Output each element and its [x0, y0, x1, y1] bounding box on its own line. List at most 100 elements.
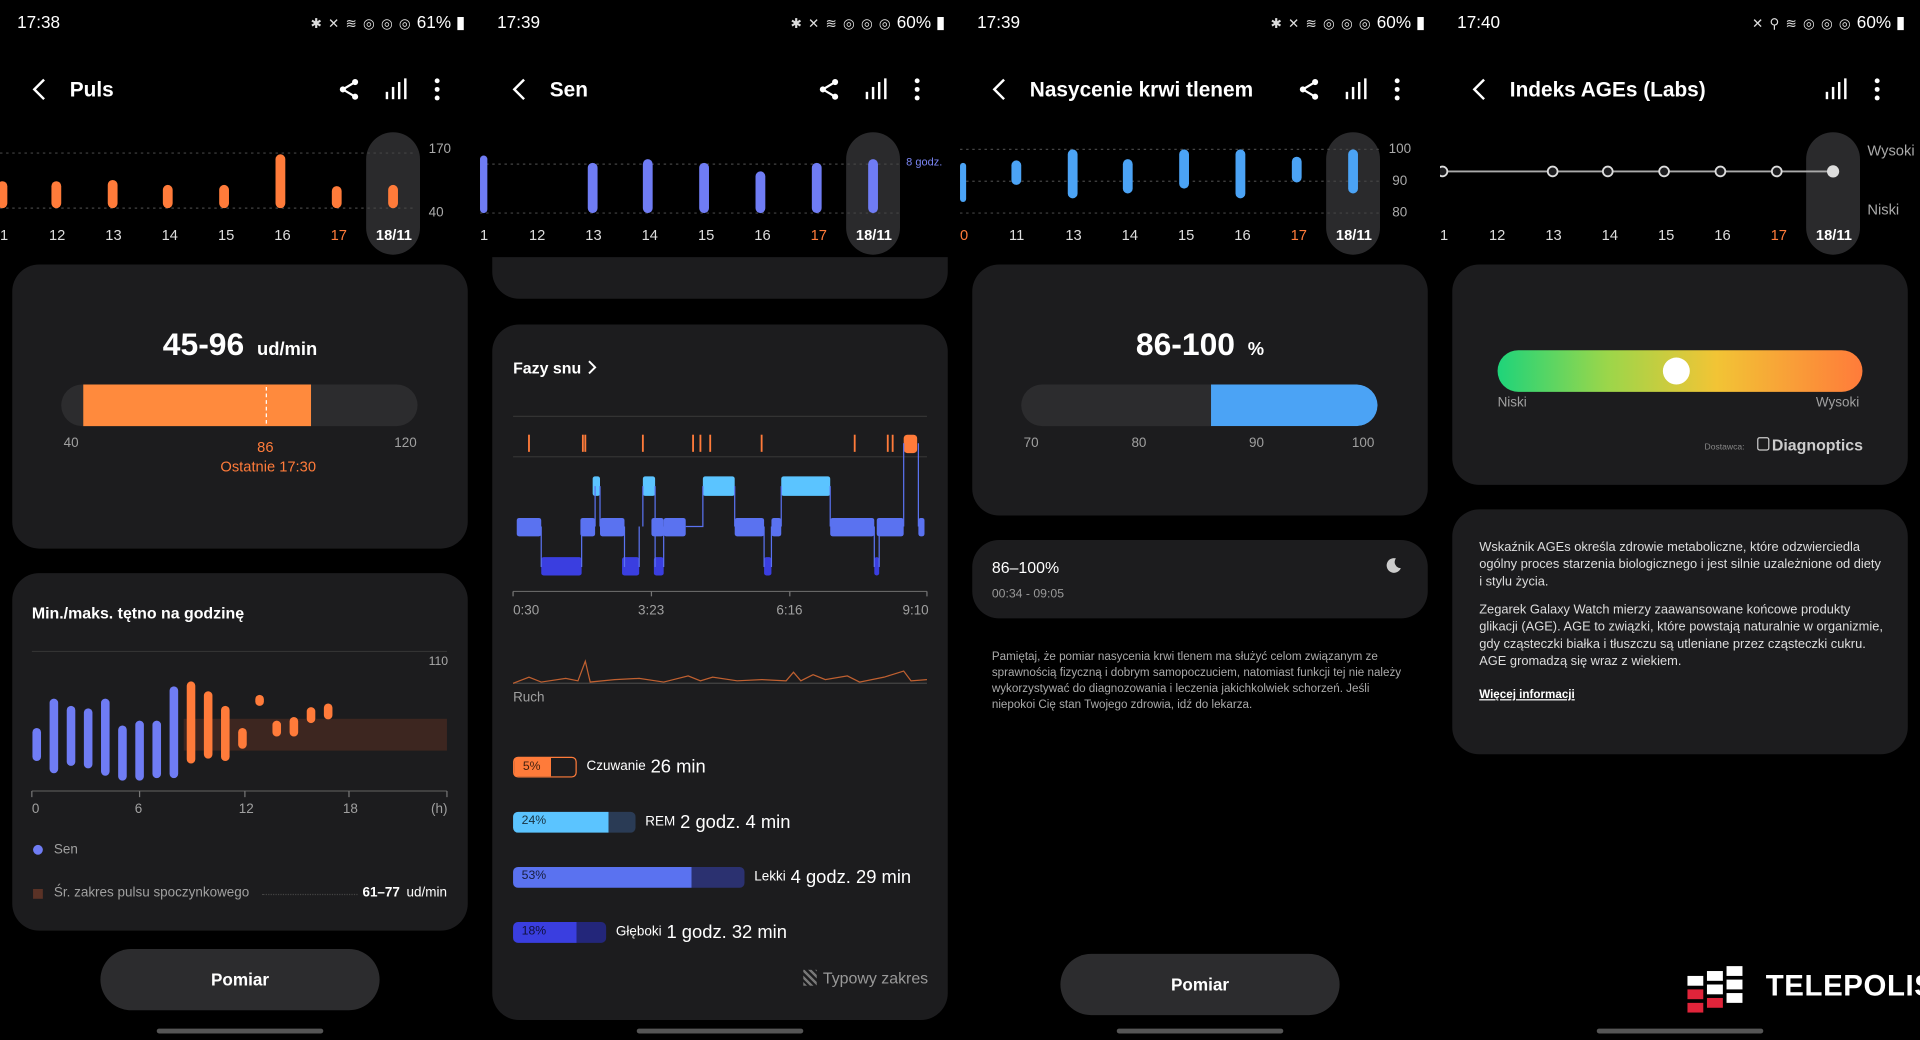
typical-range-swatch — [803, 969, 817, 986]
chevron-right-icon[interactable] — [585, 360, 597, 375]
day-label-selected: 18/11 — [1815, 226, 1852, 244]
day-label: 1 — [1440, 226, 1449, 244]
phase-percent: 5% — [522, 759, 541, 774]
day-label: 17 — [330, 226, 347, 244]
home-indicator — [636, 1028, 804, 1034]
home-indicator — [1116, 1028, 1284, 1034]
back-icon[interactable] — [507, 76, 534, 103]
phase-percent: 24% — [521, 813, 547, 828]
hour-tick: 6 — [134, 802, 143, 817]
spo2-range-value: 86-100 — [1135, 325, 1236, 363]
provider-logo-icon — [1757, 437, 1770, 451]
day-label: 13 — [105, 226, 122, 244]
day-label: 13 — [1065, 226, 1082, 244]
more-icon[interactable] — [424, 76, 451, 103]
day-label: 16 — [1714, 226, 1731, 244]
more-icon[interactable] — [1384, 76, 1411, 103]
status-time: 17:40 — [1457, 12, 1501, 32]
measure-button[interactable]: Pomiar — [100, 948, 380, 1011]
status-icons: ✱ ✕ ≋ ◎ ◎ ◎ — [310, 17, 412, 32]
scale-label: 80 — [1392, 205, 1408, 221]
share-icon[interactable] — [1296, 76, 1323, 103]
status-icons: ✱ ✕ ≋ ◎ ◎ ◎ — [1270, 17, 1372, 32]
phase-bar: 24% — [513, 811, 636, 833]
time-tick: 6:16 — [776, 603, 803, 619]
legend-leader — [262, 893, 358, 896]
range-tick: 70 — [1023, 435, 1039, 451]
provider-caption: Dostawca: — [1704, 443, 1745, 452]
day-label: 16 — [754, 226, 771, 244]
day-label: 15 — [217, 226, 235, 244]
share-icon[interactable] — [336, 76, 363, 103]
rest-legend-swatch — [33, 888, 43, 899]
range-bar-fill — [1211, 384, 1378, 427]
ages-info-card: Wskaźnik AGEs określa zdrowie metabolicz… — [1452, 509, 1908, 755]
status-time: 17:38 — [17, 12, 61, 32]
status-bar: 17:39 ✱ ✕ ≋ ◎ ◎ ◎ 60% ▮ — [497, 12, 945, 34]
more-icon[interactable] — [904, 76, 931, 103]
phase-duration: 1 godz. 32 min — [666, 921, 787, 943]
trends-icon[interactable] — [862, 76, 889, 103]
scale-high: Wysoki — [1867, 142, 1915, 160]
trends-icon[interactable] — [1822, 76, 1849, 103]
phases-title[interactable]: Fazy snu — [513, 358, 582, 378]
phase-name: Lekki — [754, 869, 786, 885]
screen-sen: 17:39 ✱ ✕ ≋ ◎ ◎ ◎ 60% ▮ Sen 1 — [480, 0, 961, 1040]
back-icon[interactable] — [1467, 76, 1494, 103]
page-title: Puls — [69, 78, 114, 102]
back-icon[interactable] — [27, 76, 54, 103]
battery-level: 60% — [1856, 12, 1892, 32]
day-label-selected: 18/11 — [375, 226, 412, 244]
daily-strip[interactable]: 1 12 13 14 15 16 17 18/11 170 40 — [0, 122, 480, 259]
phase-duration: 4 godz. 29 min — [790, 866, 912, 888]
day-label: 16 — [1234, 226, 1251, 244]
day-label: 15 — [697, 226, 715, 244]
marker-value: 86 — [257, 438, 274, 456]
day-label: 17 — [1290, 226, 1307, 244]
scale-max: 170 — [428, 142, 452, 157]
ages-gauge-knob — [1662, 357, 1690, 385]
range-bar-fill — [83, 384, 312, 427]
day-label: 15 — [1657, 226, 1675, 244]
day-label: 14 — [1601, 226, 1619, 244]
daily-strip[interactable]: 0 11 13 14 15 16 17 18/11 100 90 80 — [960, 122, 1440, 259]
measure-button[interactable]: Pomiar — [1060, 953, 1340, 1016]
ages-gauge-bar — [1497, 350, 1863, 392]
trends-icon[interactable] — [382, 76, 409, 103]
phase-duration: 2 godz. 4 min — [680, 811, 791, 833]
hourly-chart — [31, 650, 448, 798]
range-tick: 80 — [1131, 435, 1147, 451]
day-label: 12 — [48, 226, 66, 244]
movement-label: Ruch — [513, 690, 545, 706]
time-tick: 3:23 — [637, 603, 665, 619]
more-icon[interactable] — [1864, 76, 1891, 103]
day-label: 12 — [1488, 226, 1506, 244]
day-label: 17 — [810, 226, 827, 244]
back-icon[interactable] — [987, 76, 1014, 103]
status-icons: ✕ ⚲ ≋ ◎ ◎ ◎ — [1751, 17, 1852, 32]
status-bar: 17:39 ✱ ✕ ≋ ◎ ◎ ◎ 60% ▮ — [977, 12, 1425, 34]
session-card[interactable]: 86–100% 00:34 - 09:05 — [972, 540, 1428, 619]
battery-level: 61% — [416, 12, 452, 32]
phase-bar: 5% — [513, 756, 577, 777]
daily-strip[interactable]: 1 12 13 14 15 16 17 18/11 8 godz. — [480, 122, 960, 259]
page-title: Nasycenie krwi tlenem — [1029, 78, 1254, 102]
trends-icon[interactable] — [1342, 76, 1369, 103]
day-label: 0 — [960, 226, 969, 244]
battery-level: 60% — [896, 12, 932, 32]
range-tick: 100 — [1351, 435, 1375, 451]
share-icon[interactable] — [816, 76, 843, 103]
typical-range-label: Typowy zakres — [822, 968, 929, 987]
daily-strip[interactable]: 1 12 13 14 15 16 17 18/11 Wysoki Niski — [1440, 122, 1920, 259]
sleep-phases-card: Fazy snu — [492, 324, 948, 1021]
session-time: 00:34 - 09:05 — [991, 587, 1065, 602]
more-info-link[interactable]: Więcej informacji — [1479, 688, 1575, 702]
phase-row-awake: 5% Czuwanie 26 min — [513, 756, 706, 780]
range-bar-track — [1021, 384, 1378, 427]
app-bar: Indeks AGEs (Labs) — [1440, 73, 1920, 107]
watermark-text: TELEPOLIS — [1765, 969, 1920, 1003]
phase-row-deep: 18% Głęboki 1 godz. 32 min — [513, 921, 787, 945]
day-label: 15 — [1177, 226, 1195, 244]
status-time: 17:39 — [497, 12, 541, 32]
last-marker — [265, 386, 267, 424]
